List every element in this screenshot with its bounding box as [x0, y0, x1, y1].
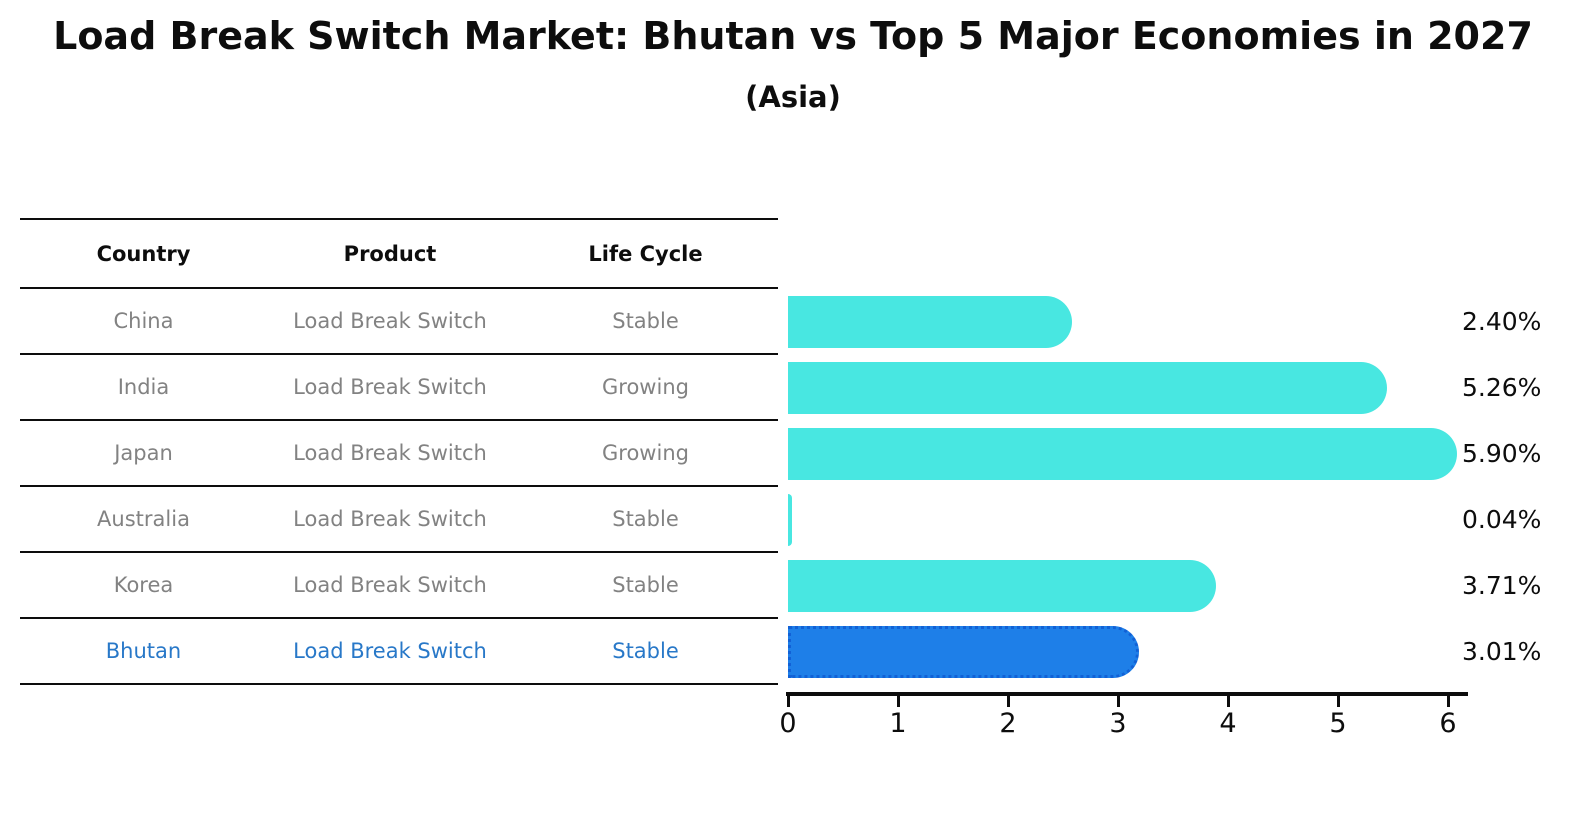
- country-cell: Bhutan: [105, 639, 182, 663]
- table-header-row: Country Product Life Cycle: [20, 220, 778, 289]
- chart-title: Load Break Switch Market: Bhutan vs Top …: [53, 14, 1533, 58]
- table-row-india: India Load Break Switch Growing: [20, 355, 778, 421]
- value-label-japan: 5.90%: [1462, 439, 1542, 468]
- bar-india: [788, 362, 1387, 414]
- x-axis-tick: [1006, 696, 1010, 707]
- country-table: Country Product Life Cycle China Load Bre…: [20, 218, 778, 685]
- x-axis-tick-label: 4: [1219, 708, 1237, 739]
- x-axis-tick: [896, 696, 900, 707]
- life-cycle-cell: Growing: [602, 441, 689, 465]
- value-label-india: 5.26%: [1462, 373, 1542, 402]
- value-label-china: 2.40%: [1462, 307, 1542, 336]
- bar-row: [788, 553, 1488, 619]
- table-row-korea: Korea Load Break Switch Stable: [20, 553, 778, 619]
- value-label-bhutan: 3.01%: [1462, 637, 1542, 666]
- table-row-china: China Load Break Switch Stable: [20, 289, 778, 355]
- x-axis-tick: [1336, 696, 1340, 707]
- table-row-japan: Japan Load Break Switch Growing: [20, 421, 778, 487]
- value-label-australia: 0.04%: [1462, 505, 1542, 534]
- table-header-life-cycle: Life Cycle: [588, 241, 703, 266]
- x-axis-tick-label: 3: [1109, 708, 1127, 739]
- x-axis-tick: [1446, 696, 1450, 707]
- chart-subtitle: (Asia): [745, 80, 841, 114]
- country-cell: Australia: [97, 507, 190, 531]
- table-header-product: Product: [343, 241, 437, 266]
- table-row-australia: Australia Load Break Switch Stable: [20, 487, 778, 553]
- bar-bhutan: [788, 626, 1140, 678]
- x-axis-tick-label: 0: [779, 708, 797, 739]
- product-cell: Load Break Switch: [293, 309, 487, 333]
- life-cycle-cell: Growing: [602, 375, 689, 399]
- life-cycle-cell: Stable: [612, 309, 679, 333]
- life-cycle-cell: Stable: [612, 639, 679, 663]
- product-cell: Load Break Switch: [293, 507, 487, 531]
- bar-japan: [788, 428, 1457, 480]
- country-cell: Korea: [113, 573, 174, 597]
- bar-row: [788, 421, 1488, 487]
- life-cycle-cell: Stable: [612, 507, 679, 531]
- x-axis-tick-label: 1: [889, 708, 907, 739]
- x-axis-line: [786, 692, 1468, 696]
- bar-row: [788, 289, 1488, 355]
- product-cell: Load Break Switch: [293, 441, 487, 465]
- value-label-korea: 3.71%: [1462, 571, 1542, 600]
- table-body: China Load Break Switch Stable India Load Br…: [20, 289, 778, 685]
- x-axis-tick-label: 5: [1329, 708, 1347, 739]
- country-cell: India: [117, 375, 170, 399]
- product-cell: Load Break Switch: [293, 573, 487, 597]
- bar-australia: [788, 494, 793, 546]
- bar-plot: [788, 289, 1488, 685]
- table-row-bhutan: Bhutan Load Break Switch Stable: [20, 619, 778, 685]
- bar-korea: [788, 560, 1217, 612]
- life-cycle-cell: Stable: [612, 573, 679, 597]
- table-header-country: Country: [96, 241, 191, 266]
- bar-china: [788, 296, 1072, 348]
- bar-row: [788, 355, 1488, 421]
- x-axis-tick-label: 2: [999, 708, 1017, 739]
- country-cell: China: [113, 309, 174, 333]
- country-cell: Japan: [114, 441, 173, 465]
- x-axis-tick-label: 6: [1439, 708, 1457, 739]
- x-axis-tick: [1226, 696, 1230, 707]
- bar-row: [788, 619, 1488, 685]
- x-axis-tick: [1116, 696, 1120, 707]
- bar-row: [788, 487, 1488, 553]
- product-cell: Load Break Switch: [293, 375, 487, 399]
- x-axis-tick: [786, 696, 790, 707]
- product-cell: Load Break Switch: [293, 639, 487, 663]
